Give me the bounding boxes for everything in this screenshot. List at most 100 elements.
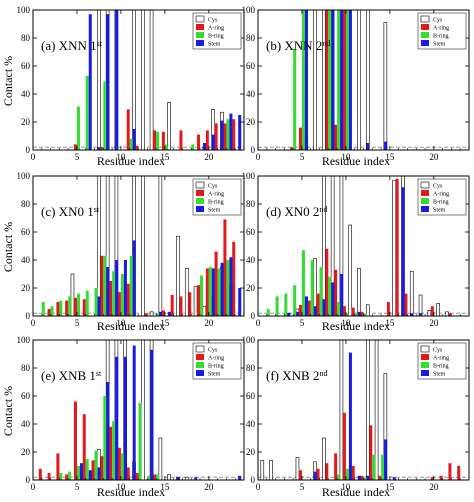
y-tick-label: 100 [242, 5, 256, 15]
legend-label-stem: Stem [208, 372, 221, 378]
bar-a-ring-6 [82, 299, 86, 316]
panel-title: (a) XNN 1st [41, 38, 103, 53]
bar-b-ring-13 [147, 475, 151, 480]
bar-cys-5 [70, 273, 75, 317]
bar-stem-11 [357, 475, 361, 480]
bar-b-ring-14 [156, 313, 160, 316]
bar-a-ring-8 [325, 248, 329, 316]
bar-a-ring-8 [325, 463, 329, 480]
panel-title: (c) XN0 1st [41, 204, 100, 219]
bar-a-ring-7 [91, 460, 95, 480]
bar-stem-9 [340, 10, 344, 150]
bar-b-ring-8 [328, 276, 332, 316]
bar-stem-9 [115, 260, 119, 316]
bar-a-ring-14 [378, 475, 382, 480]
bar-stem-8 [331, 10, 335, 150]
bar-stem-10 [123, 356, 127, 480]
bar-stem-12 [366, 475, 370, 480]
bar-a-ring-20 [205, 130, 209, 150]
bar-stem-11 [132, 345, 136, 480]
panel-title-main: (a) XNN 1 [41, 38, 97, 53]
bar-cys-18 [184, 268, 189, 317]
y-tick-label: 40 [21, 419, 31, 429]
panel-6: 0 5 10 15 20 0 20 40 60 80 100 (f) XNB 2nd Cys A-ring… [242, 335, 470, 492]
legend-swatch-stem [196, 40, 204, 46]
y-tick-label: 0 [251, 145, 256, 155]
bar-stem-7 [97, 467, 101, 480]
x-tick-label: 5 [300, 318, 305, 328]
legend-label-cys: Cys [433, 184, 443, 190]
legend-label-b-ring: B-ring [433, 34, 449, 40]
bar-cys-20 [427, 310, 432, 317]
bar-b-ring-2 [275, 296, 279, 316]
bar-b-ring-1 [266, 309, 270, 316]
bar-b-ring-2 [50, 306, 54, 316]
y-tick-label: 0 [26, 475, 31, 485]
legend-swatch-cys [420, 345, 430, 353]
legend-swatch-cys [195, 181, 205, 189]
bar-b-ring-8 [103, 396, 107, 480]
x-tick-label: 10 [341, 152, 351, 162]
bar-cys-19 [418, 294, 423, 317]
bar-a-ring-22 [448, 313, 452, 316]
bar-b-ring-22 [226, 119, 230, 150]
bar-stem-5 [79, 463, 83, 480]
x-tick-label: 10 [116, 482, 126, 492]
bar-a-ring-23 [232, 241, 236, 316]
bar-b-ring-13 [372, 454, 376, 480]
bar-a-ring-15 [161, 310, 165, 316]
bar-stem-19 [203, 143, 207, 150]
y-tick-label: 60 [246, 391, 256, 401]
legend-swatch-a-ring [421, 190, 429, 196]
bar-cys-11 [348, 224, 353, 317]
bar-b-ring-3 [59, 473, 63, 480]
bar-b-ring-22 [226, 260, 230, 316]
bar-a-ring-8 [100, 255, 104, 316]
y-tick-label: 0 [26, 311, 31, 321]
bar-a-ring-5 [73, 401, 77, 480]
legend: Cys A-ring B-ring Stem [417, 178, 467, 216]
bar-cys-12 [357, 9, 361, 151]
bar-stem-9 [340, 274, 344, 316]
bar-b-ring-8 [328, 10, 332, 150]
bar-b-ring-5 [76, 106, 80, 150]
bar-stem-7 [322, 299, 326, 316]
panel-3: 0 5 10 15 20 0 20 40 60 80 100 (c) XN0 1st Cys A-ring… [17, 171, 245, 328]
x-tick-label: 20 [204, 482, 214, 492]
bar-stem-20 [211, 268, 215, 316]
bar-stem-22 [229, 257, 233, 316]
bar-cys-5 [295, 457, 300, 481]
x-tick-label: 20 [204, 318, 214, 328]
bar-stem-5 [304, 10, 308, 150]
bar-stem-7 [97, 147, 101, 150]
bar-stem-22 [229, 113, 233, 150]
bar-a-ring-8 [100, 147, 104, 150]
bar-cys-8 [322, 9, 326, 151]
x-axis-label-right-middle: Residue index [322, 319, 390, 333]
x-tick-label: 20 [429, 152, 439, 162]
bar-a-ring-6 [307, 300, 311, 316]
x-tick-label: 10 [116, 152, 126, 162]
bar-a-ring-9 [109, 426, 113, 480]
bar-cys-16 [167, 474, 171, 481]
bar-a-ring-17 [404, 293, 408, 316]
bar-a-ring-4 [290, 147, 294, 150]
bar-b-ring-10 [345, 10, 349, 150]
panel-title: (f) XNB 2nd [266, 368, 327, 383]
legend-swatch-a-ring [421, 24, 429, 30]
x-tick-label: 15 [385, 152, 395, 162]
bar-a-ring-9 [334, 124, 338, 150]
bar-a-ring-21 [214, 251, 218, 316]
bar-b-ring-9 [337, 474, 341, 480]
bar-b-ring-21 [217, 268, 221, 316]
bar-b-ring-10 [120, 274, 124, 316]
bar-b-ring-3 [284, 293, 288, 316]
panel-title-superscript: st [96, 369, 102, 378]
bar-a-ring-1 [38, 468, 42, 480]
y-tick-label: 100 [17, 5, 31, 15]
bar-b-ring-4 [68, 296, 72, 316]
bar-b-ring-8 [103, 255, 107, 316]
y-tick-label: 80 [246, 363, 256, 373]
legend-label-stem: Stem [433, 372, 446, 378]
bar-stem-13 [150, 349, 154, 480]
